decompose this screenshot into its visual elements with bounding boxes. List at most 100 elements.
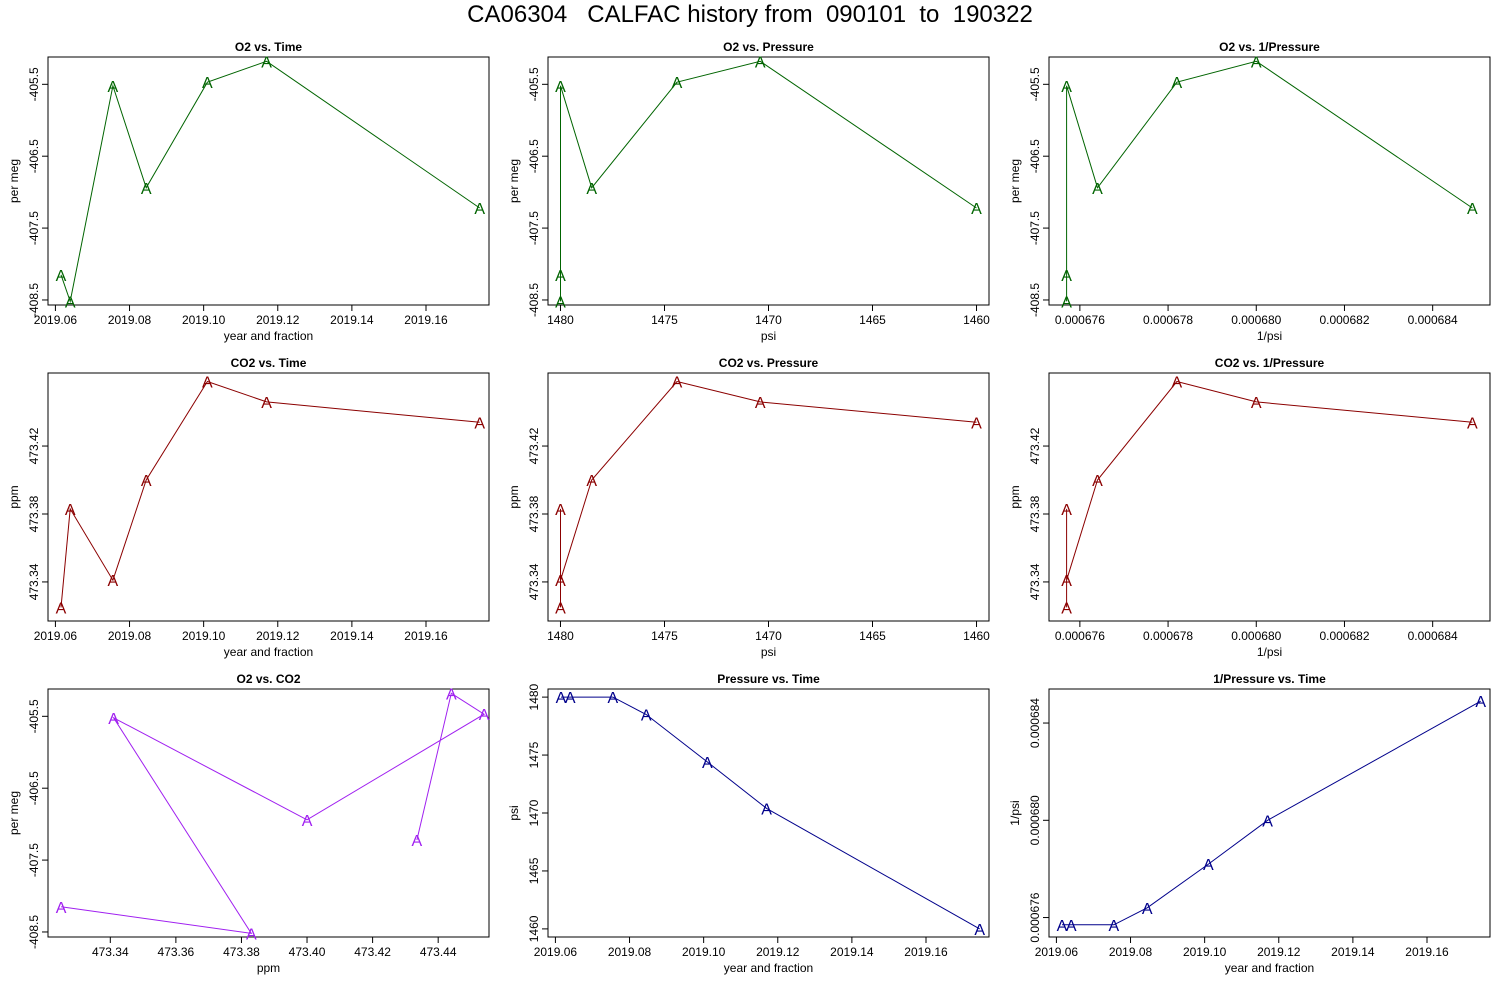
y-tick-label: -406.5 [27,139,41,173]
x-tick-label: 2019.10 [182,629,226,643]
plot-title: O2 vs. CO2 [236,672,300,686]
data-point: A [412,833,423,850]
data-point: A [1467,415,1478,432]
data-point: A [261,395,272,412]
data-point: A [1203,857,1214,874]
data-point: A [1092,473,1103,490]
x-tick-label: 473.44 [420,945,457,959]
y-tick-label: 0.000676 [1028,892,1042,942]
series-line [560,380,977,608]
y-tick-label: 473.38 [1028,495,1042,532]
x-tick-label: 2019.12 [756,945,800,959]
plot-panel: O2 vs. Time 2019.06 2019.08 2019.10 2019.12 2… [7,40,490,343]
y-tick-label: -407.5 [27,211,41,245]
plot-frame [547,56,990,306]
x-tick-label: 1470 [755,313,782,327]
plot-panel: O2 vs. CO2 473.34 473.36 473.38 473.40 473.42… [7,672,490,975]
data-point: A [56,900,67,917]
x-tick-label: 2019.16 [1405,945,1449,959]
x-tick-label: 0.000680 [1231,629,1281,643]
x-tick-label: 0.000676 [1055,629,1105,643]
x-axis-label: year and fraction [724,961,813,975]
plot-title: CO2 vs. Pressure [719,356,819,370]
y-axis-label: 1/psi [1008,800,1022,825]
data-point: A [56,600,67,617]
y-axis-label: per meg [7,791,21,835]
y-tick-label: 1470 [527,799,541,826]
data-point: A [108,573,119,590]
data-point: A [555,573,566,590]
x-tick-label: 473.34 [92,945,129,959]
x-tick-label: 2019.06 [34,629,78,643]
data-point: A [1142,901,1153,918]
data-point: A [555,79,566,96]
x-tick-label: 2019.08 [608,945,652,959]
plot-frame [1048,688,1491,938]
data-point: A [141,473,152,490]
plot-panel: CO2 vs. 1/Pressure 0.000676 0.000678 0.0006… [1008,356,1491,659]
data-point: A [608,690,619,707]
data-point: A [974,922,985,939]
data-point: A [479,707,490,724]
data-point: A [1061,600,1072,617]
x-tick-label: 1475 [651,313,678,327]
data-point: A [474,415,485,432]
plot-frame [547,372,990,622]
y-tick-label: 0.000684 [1028,698,1042,748]
x-tick-label: 2019.12 [256,313,300,327]
y-tick-label: 473.42 [527,427,541,464]
x-tick-label: 2019.08 [108,313,152,327]
data-point: A [556,690,567,707]
x-tick-label: 0.000676 [1055,313,1105,327]
x-tick-label: 2019.08 [108,629,152,643]
x-tick-label: 2019.06 [34,313,78,327]
data-point: A [555,600,566,617]
y-axis-label: per meg [507,159,521,203]
x-tick-label: 1465 [859,313,886,327]
data-point: A [1066,918,1077,935]
x-tick-label: 2019.14 [330,629,374,643]
plot-title: O2 vs. 1/Pressure [1219,40,1320,54]
y-tick-label: 473.38 [27,495,41,532]
y-axis-label: ppm [507,485,521,508]
data-point: A [446,686,457,703]
data-point: A [1061,502,1072,519]
y-axis-label: ppm [1008,485,1022,508]
x-tick-label: 2019.16 [404,629,448,643]
data-point: A [672,75,683,92]
data-point: A [1092,181,1103,198]
x-tick-label: 2019.16 [904,945,948,959]
y-tick-label: -407.5 [27,843,41,877]
plot-frame [1048,372,1491,622]
plot-panel: CO2 vs. Pressure 1480 1475 1470 1465 1460 473.… [507,356,990,659]
data-point: A [1061,294,1072,311]
x-tick-label: 473.36 [158,945,195,959]
x-tick-label: 2019.16 [404,313,448,327]
y-tick-label: 1465 [527,857,541,884]
y-tick-label: 473.34 [27,563,41,600]
x-tick-label: 2019.10 [182,313,226,327]
x-tick-label: 2019.10 [1183,945,1227,959]
plot-frame [47,372,490,622]
y-tick-label: 473.38 [527,495,541,532]
x-tick-label: 0.000684 [1408,313,1458,327]
plot-panel: Pressure vs. Time 2019.06 2019.08 2019.10 20… [507,672,990,975]
x-tick-label: 0.000682 [1319,313,1369,327]
y-tick-label: -408.5 [1028,283,1042,317]
data-point: A [1057,918,1068,935]
y-tick-label: 473.34 [1028,563,1042,600]
series-line [1062,700,1481,926]
data-point: A [555,502,566,519]
data-point: A [56,268,67,285]
y-tick-label: -408.5 [27,283,41,317]
x-axis-label: year and fraction [224,645,313,659]
x-tick-label: 0.000682 [1319,629,1369,643]
data-point: A [141,181,152,198]
data-point: A [65,294,76,311]
data-point: A [302,813,313,830]
x-tick-label: 473.40 [289,945,326,959]
y-tick-label: -405.5 [27,67,41,101]
data-point: A [971,415,982,432]
